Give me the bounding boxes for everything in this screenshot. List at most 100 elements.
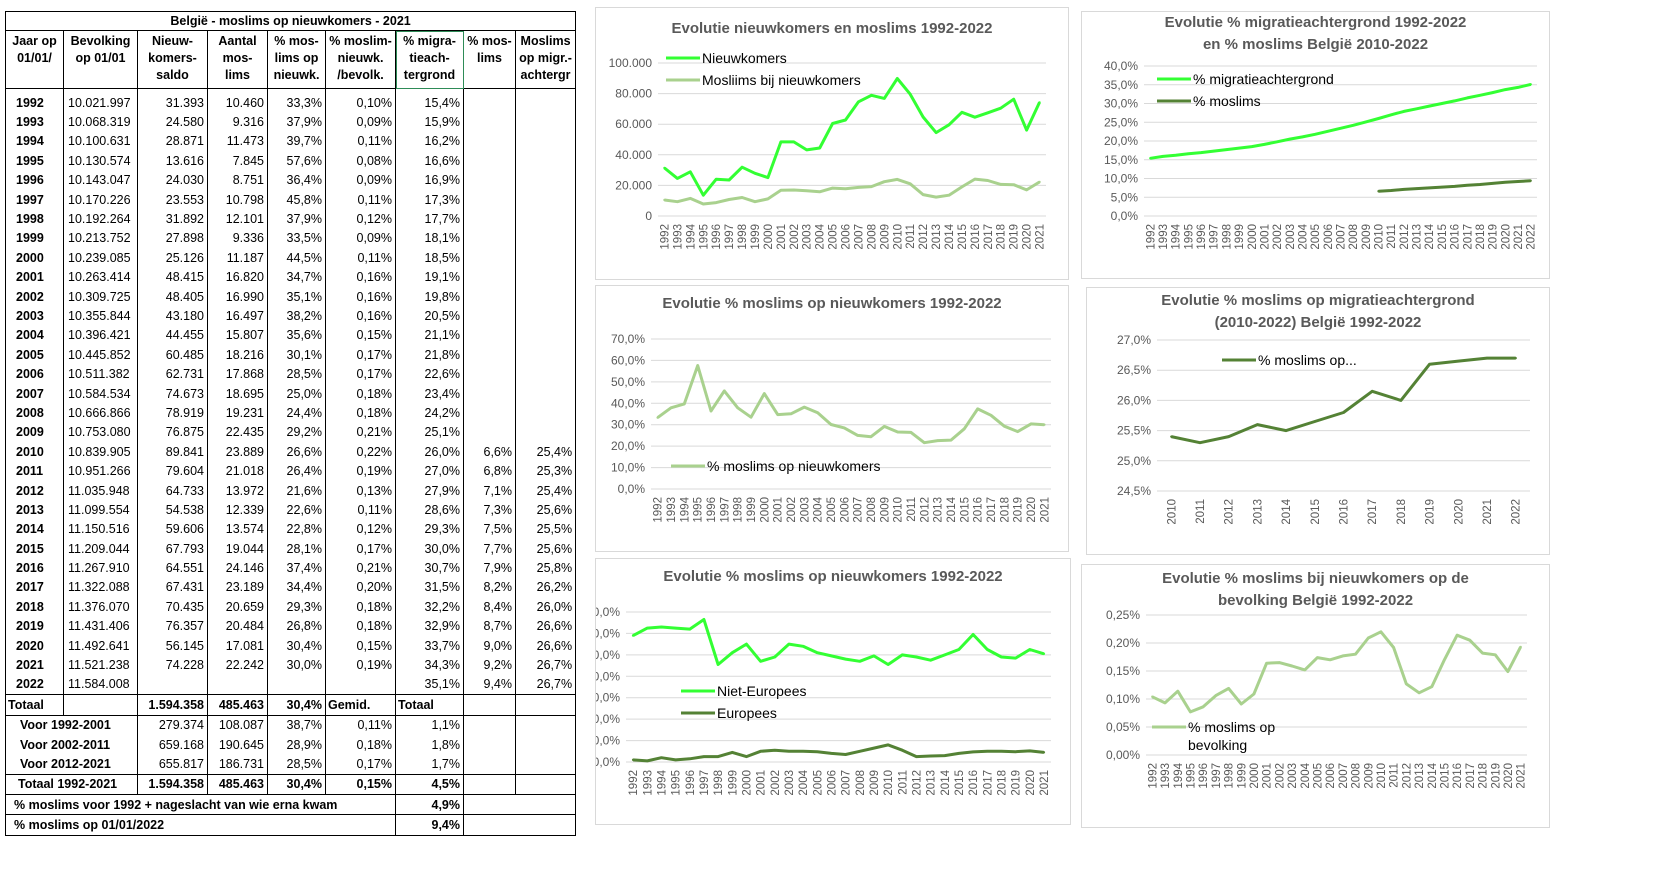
data-point	[646, 759, 649, 763]
data-point	[1481, 651, 1484, 655]
table-cell: 18,5%	[395, 248, 464, 268]
table-cell: 11.099.554	[63, 500, 138, 520]
table-row: 1995 10.130.574 13.616 7.845 57,6% 0,08% 16,6%	[5, 151, 577, 171]
x-tick-label: 1999	[750, 224, 762, 250]
x-tick-label: 2000	[763, 224, 775, 250]
table-cell: 0,18%	[325, 616, 396, 636]
x-tick-label: 1996	[706, 497, 718, 523]
table-cell: 26,7%	[515, 655, 577, 675]
period-row: Voor 1992-2001 279.374 108.087 38,7% 0,11% 1,…	[5, 715, 577, 735]
table-cell: 17.868	[207, 364, 268, 384]
chart-panel-migratieachtergrond[interactable]: Evolutie % migratieachtergrond 1992-2022…	[1081, 11, 1550, 279]
x-tick-label: 2018	[1396, 499, 1408, 525]
totaal-period-row: Totaal 1992-2021 1.594.358 485.463 30,4% 0,1…	[5, 773, 577, 796]
x-tick-label: 2002	[786, 497, 798, 523]
table-cell	[515, 754, 577, 775]
x-tick-label: 2012	[1224, 499, 1236, 525]
data-point	[934, 131, 938, 134]
data-point	[1316, 656, 1319, 659]
table-cell	[515, 248, 577, 268]
table-row: 2005 10.445.852 60.485 18.216 30,1% 0,17% 21,8…	[5, 345, 577, 365]
table-cell: 11.150.516	[63, 519, 138, 539]
data-point	[1455, 633, 1459, 637]
column-header-line: komers-	[148, 51, 197, 65]
data-point	[669, 406, 673, 409]
year-cell: 2017	[5, 577, 64, 598]
table-row: 1996 10.143.047 24.030 8.751 36,4% 0,09% 16,9%	[5, 170, 577, 190]
x-tick-label: 1997	[724, 224, 736, 250]
column-header-line: tergrond	[403, 68, 456, 82]
table-cell: 15,4%	[395, 88, 464, 113]
x-tick-label: 2008	[1351, 763, 1363, 789]
data-point	[1326, 130, 1330, 133]
chart-panel-moslims-bevolking[interactable]: Evolutie % moslims bij nieuwkomers op de…	[1081, 564, 1550, 828]
x-tick-label: 2020	[1022, 224, 1034, 250]
table-row: 2008 10.666.866 78.919 19.231 24,4% 0,18% 24,2…	[5, 403, 577, 423]
year-cell: 2013	[5, 500, 64, 520]
data-point	[830, 752, 833, 755]
data-point	[999, 107, 1002, 110]
table-cell: % moslims voor 1992 + nageslacht van wie…	[5, 794, 396, 816]
x-tick-label: 2019	[1490, 763, 1502, 789]
x-tick-label: 2015	[954, 770, 966, 796]
table-cell: 20,5%	[395, 306, 464, 326]
data-point	[1212, 149, 1215, 153]
x-tick-label: 1994	[656, 769, 668, 795]
table-cell: 26,6%	[267, 442, 326, 462]
y-tick-label: 40,0%	[596, 669, 620, 683]
table-cell: 10.143.047	[63, 170, 138, 190]
x-tick-label: 1996	[1198, 763, 1210, 789]
data-point	[909, 182, 912, 186]
chart-panel-pct-moslims-nieuwkomers[interactable]: Evolutie % moslims op nieuwkomers 1992-2…	[595, 285, 1069, 552]
year-cell: 2010	[5, 442, 64, 462]
x-tick-label: 2014	[946, 496, 958, 522]
totaal-row: Totaal 1.594.358 485.463 30,4% Gemid. Totaal	[5, 694, 577, 716]
data-point	[1170, 435, 1173, 438]
table-cell: 10.130.574	[63, 151, 138, 171]
y-tick-label: 70,0%	[611, 332, 645, 346]
table-cell	[515, 345, 577, 365]
table-cell: 22,8%	[267, 519, 326, 539]
table-cell: 9,0%	[463, 635, 516, 656]
table-cell: 28,1%	[267, 538, 326, 559]
table-row: 2004 10.396.421 44.455 15.807 35,6% 0,15% 21,1…	[5, 325, 577, 346]
column-header: Nieuw-komers-saldo	[137, 30, 208, 89]
table-cell: 74.228	[137, 655, 208, 675]
data-point	[857, 100, 860, 103]
table-cell: 17.081	[207, 635, 268, 656]
column-header-line: % mos-	[274, 34, 319, 48]
table-row: 2000 10.239.085 25.126 11.187 44,5% 0,11% 18,5…	[5, 248, 577, 268]
table-cell	[463, 734, 516, 755]
data-point	[716, 755, 720, 758]
data-point	[1275, 140, 1279, 143]
table-cell: 26,7%	[515, 674, 577, 695]
x-tick-label: 2011	[897, 770, 909, 795]
table-cell: 485.463	[207, 694, 268, 716]
table-cell: 0,15%	[325, 635, 396, 656]
data-point	[1313, 133, 1317, 136]
x-tick-label: 1999	[1236, 763, 1248, 789]
table-cell: 0,11%	[325, 131, 396, 152]
table-cell: 0,09%	[325, 112, 396, 132]
legend-label: Mosliims bij nieuwkomers	[702, 72, 861, 88]
table-cell: 10.068.319	[63, 112, 138, 132]
x-tick-label: 2011	[1195, 499, 1207, 524]
table-cell: 26,6%	[515, 616, 577, 636]
data-point	[963, 427, 966, 430]
column-header-line: Jaar op	[12, 34, 57, 48]
chart-panel-europees[interactable]: Evolutie % moslims op nieuwkomers 1992-2…	[595, 558, 1071, 825]
chart-panel-moslims-migratieachtergrond[interactable]: Evolutie % moslims op migratieachtergron…	[1086, 287, 1550, 555]
x-tick-label: 2017	[982, 770, 994, 796]
table-cell: 70.435	[137, 597, 208, 617]
chart-panel-nieuwkomers[interactable]: Evolutie nieuwkomers en moslims 1992-202…	[595, 7, 1069, 280]
x-tick-label: 2004	[815, 223, 827, 249]
table-cell: 0,11%	[325, 189, 396, 210]
table-cell: 0,16%	[325, 286, 396, 307]
table-cell: Voor 2002-2011	[5, 734, 138, 755]
data-point	[929, 754, 932, 758]
year-cell: 2004	[5, 325, 64, 346]
column-header-line: nieuwk.	[337, 51, 384, 65]
x-tick-label: 2020	[1025, 770, 1037, 796]
x-tick-label: 1993	[666, 497, 678, 523]
year-cell: 1997	[5, 189, 64, 210]
